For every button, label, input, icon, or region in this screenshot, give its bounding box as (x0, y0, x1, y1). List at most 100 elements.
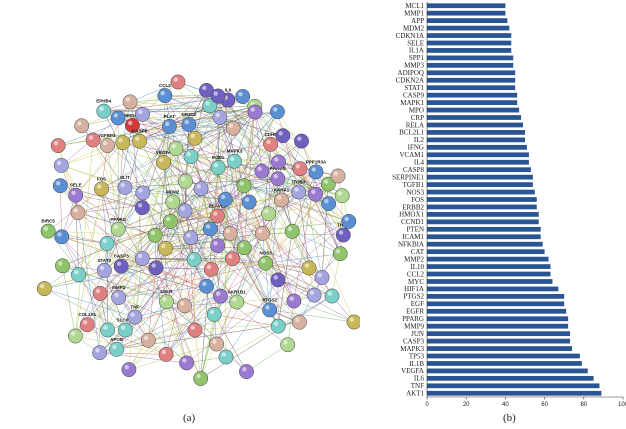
bar-il2 (427, 137, 525, 143)
network-node-highlight (228, 254, 233, 259)
network-node (85, 132, 101, 148)
network-node (229, 294, 245, 310)
network-node-highlight (186, 151, 191, 157)
network-node-label: ELAVL1 (209, 204, 226, 209)
network-node (113, 258, 129, 274)
network-node (147, 227, 163, 243)
network-edge (118, 297, 196, 331)
network-edge (194, 259, 310, 269)
bar-tgfb1 (427, 182, 533, 187)
bar-app (427, 18, 508, 24)
network-node (94, 181, 109, 197)
network-node (159, 294, 174, 310)
network-node-label: NOS3 (259, 251, 272, 256)
network-edge (99, 259, 195, 353)
network-node-highlight (190, 325, 195, 330)
network-node (110, 221, 126, 237)
network-node-highlight (173, 77, 178, 82)
network-node-highlight (323, 179, 329, 184)
network-edge (281, 199, 349, 222)
network-edge (142, 114, 218, 217)
network-node (132, 133, 147, 149)
network-edge (166, 259, 195, 302)
network-node-highlight (338, 230, 344, 235)
network-edge (142, 258, 310, 269)
network-node (168, 141, 184, 157)
network-node-highlight (250, 107, 255, 112)
network-node-highlight (189, 254, 195, 260)
network-node (54, 229, 70, 245)
network-edge (61, 236, 207, 287)
x-axis: 0 20 40 60 80 100 (425, 2, 626, 408)
network-edge (225, 325, 279, 358)
bar-fos (427, 197, 537, 202)
network-edge (118, 297, 187, 364)
network-edge (128, 258, 233, 370)
bar-ifng (427, 144, 527, 150)
network-node-label: PPP1R3A (306, 159, 327, 164)
network-edge (219, 117, 283, 136)
network-edge (265, 262, 333, 297)
network-node (187, 130, 203, 146)
bar-vegfa (427, 368, 588, 374)
network-node (332, 246, 348, 262)
y-tick-label: IL10 (410, 263, 424, 271)
y-tick-label: MAPK3 (400, 345, 424, 353)
network-node-highlight (337, 191, 343, 196)
x-tick-label: 40 (502, 402, 509, 408)
network-node-highlight (327, 291, 332, 296)
network-edge (44, 288, 135, 318)
network-node-highlight (95, 348, 100, 353)
network-edge (118, 259, 195, 298)
network-edge (277, 178, 329, 185)
network-node (217, 191, 233, 207)
network-node (280, 337, 296, 353)
network-node-highlight (161, 243, 166, 249)
network-node (225, 251, 240, 267)
network-node-highlight (266, 139, 271, 145)
network-node (314, 270, 330, 285)
network-node (109, 341, 125, 357)
network-node-highlight (257, 166, 262, 171)
network-node-label: MMP1 (112, 285, 125, 290)
network-node-highlight (213, 91, 218, 96)
y-tick-label: MAPK1 (400, 99, 424, 107)
network-node (225, 120, 241, 136)
network-edge (269, 309, 355, 323)
network-node-highlight (120, 325, 126, 330)
network-edge (101, 188, 108, 244)
bar-ccl2 (427, 271, 551, 277)
network-edge (142, 192, 218, 246)
y-tick-label: IL1A (409, 47, 424, 55)
network-node-highlight (57, 232, 62, 237)
y-tick-label: TP53 (409, 352, 425, 360)
network-edge (118, 148, 177, 298)
network-edge (225, 279, 279, 358)
network-node (291, 184, 307, 200)
network-edge (75, 188, 102, 337)
network-edge (184, 228, 211, 306)
network-node (170, 74, 186, 90)
network-edge (78, 142, 124, 275)
network-node (193, 371, 209, 386)
network-node-highlight (161, 349, 167, 355)
network-edge (243, 185, 299, 193)
network-edge (99, 352, 167, 355)
network-edge (116, 295, 221, 350)
bar-hif1a (427, 286, 559, 292)
bar-il1a (427, 48, 512, 53)
y-tick-label: IL4 (414, 159, 425, 167)
network-node (53, 157, 69, 173)
network-node-label: PPARG (110, 217, 126, 222)
network-node (269, 104, 285, 120)
network-edge (233, 111, 278, 129)
network-edge (155, 215, 218, 236)
network-edge (121, 266, 185, 306)
y-tick-label: IFNG (408, 144, 424, 152)
y-tick-label: MCL1 (405, 2, 424, 10)
network-node-highlight (344, 216, 349, 222)
y-tick-label: MPO (409, 106, 424, 114)
network-edge (234, 161, 245, 248)
bar-hmox1 (427, 212, 539, 217)
network-node (162, 214, 178, 229)
